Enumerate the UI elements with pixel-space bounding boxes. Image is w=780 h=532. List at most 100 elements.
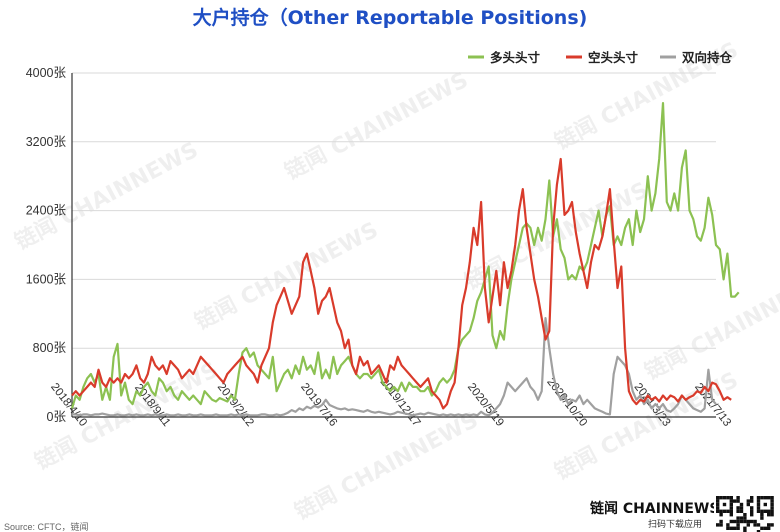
watermark-text: 链闻 CHAINNEWS: [281, 67, 473, 185]
qr-cell: [736, 519, 740, 524]
qr-cell: [750, 499, 754, 503]
qr-cell: [750, 513, 754, 517]
qr-cell: [743, 516, 747, 520]
qr-cell: [733, 519, 737, 524]
qr-cell: [746, 499, 750, 503]
qr-cell: [719, 523, 723, 527]
qr-cell: [763, 526, 767, 530]
y-tick-label: 0张: [47, 409, 67, 424]
qr-cell: [729, 526, 733, 530]
qr-cell: [770, 509, 774, 513]
chart-title: 大户持仓（Other Reportable Positions): [193, 6, 588, 29]
qr-cell: [716, 499, 720, 503]
brand-logo-text: 链闻 CHAINNEWS: [590, 500, 719, 517]
qr-cell: [722, 509, 727, 513]
qr-cell: [767, 496, 771, 500]
qr-cell: [736, 509, 740, 513]
qr-cell: [770, 499, 774, 503]
watermark-text: 链闻 CHAINNEWS: [191, 217, 383, 335]
legend-label: 多头头寸: [490, 50, 541, 65]
y-tick-label: 1600张: [26, 271, 67, 286]
qr-cell: [729, 513, 733, 517]
series-line-1: [71, 157, 732, 410]
qr-cell: [750, 509, 754, 513]
qr-cell: [760, 513, 764, 517]
qr-cell: [726, 496, 730, 500]
qr-cell: [729, 506, 733, 510]
qr-cell: [767, 523, 771, 527]
qr-cell: [767, 513, 771, 517]
qr-cell: [736, 526, 740, 530]
series-layer: [70, 101, 740, 417]
qr-cell: [739, 509, 744, 513]
x-tick-label: 2019/7/16: [298, 381, 339, 429]
qr-cell: [756, 496, 761, 500]
series-line-2: [72, 317, 717, 417]
qr-cell: [763, 502, 767, 507]
qr-cell: [726, 523, 730, 527]
qr-cell: [770, 506, 774, 510]
source-note: Source: CFTC，链闻: [4, 521, 89, 532]
qr-cell: [756, 530, 761, 532]
qr-cell: [746, 502, 750, 507]
qr-cell: [750, 496, 754, 500]
qr-cell: [719, 509, 723, 513]
qr-cell: [733, 526, 737, 530]
qr-cell: [736, 523, 740, 527]
qr-cell: [716, 523, 720, 527]
qr-cell: [756, 499, 761, 503]
qr-cell: [750, 506, 754, 510]
qr-cell: [729, 509, 733, 513]
qr-cell: [729, 519, 733, 524]
qr-cell: [743, 519, 747, 524]
qr-cell: [722, 502, 727, 507]
qr-cell: [729, 502, 733, 507]
y-tick-label: 2400张: [26, 203, 67, 218]
qr-cell: [756, 506, 761, 510]
y-axis-ticks: 0张 800张 1600张 2400张 3200张 4000张: [26, 65, 67, 424]
qr-cell: [719, 496, 723, 500]
qr-cell: [756, 509, 761, 513]
qr-cell: [729, 496, 733, 500]
qr-cell: [750, 519, 754, 524]
qr-cell: [760, 509, 764, 513]
watermark-text: 链闻 CHAINNEWS: [291, 407, 483, 525]
qr-cell: [753, 523, 757, 527]
brand-subtitle: 扫码下载应用: [648, 518, 702, 530]
legend-label: 空头头寸: [588, 50, 639, 65]
qr-cell: [733, 499, 737, 503]
qr-cell: [753, 519, 757, 524]
qr-cell: [716, 506, 720, 510]
legend-label: 双向持仓: [681, 50, 733, 65]
qr-cell: [739, 516, 744, 520]
qr-cell: [736, 499, 740, 503]
qr-code-icon: [714, 494, 776, 532]
qr-cell: [743, 513, 747, 517]
qr-cell: [716, 502, 720, 507]
qr-cell: [760, 516, 764, 520]
x-tick-label: 2019/2/12: [215, 381, 256, 429]
y-tick-label: 800张: [33, 340, 67, 355]
qr-cell: [736, 496, 740, 500]
qr-cell: [739, 506, 744, 510]
y-tick-label: 3200张: [26, 134, 67, 149]
qr-cell: [756, 502, 761, 507]
qr-cell: [760, 526, 764, 530]
y-tick-label: 4000张: [26, 65, 67, 80]
qr-cell: [767, 526, 771, 530]
qr-cell: [763, 496, 767, 500]
qr-cell: [716, 496, 720, 500]
qr-cell: [719, 513, 723, 517]
qr-cell: [770, 502, 774, 507]
qr-cell: [719, 519, 723, 524]
qr-cell: [736, 506, 740, 510]
qr-cell: [746, 523, 750, 527]
qr-cell: [739, 519, 744, 524]
qr-cell: [736, 516, 740, 520]
qr-cell: [756, 523, 761, 527]
qr-cell: [760, 496, 764, 500]
watermark-text: 链闻 CHAINNEWS: [11, 137, 203, 255]
qr-cell: [743, 526, 747, 530]
